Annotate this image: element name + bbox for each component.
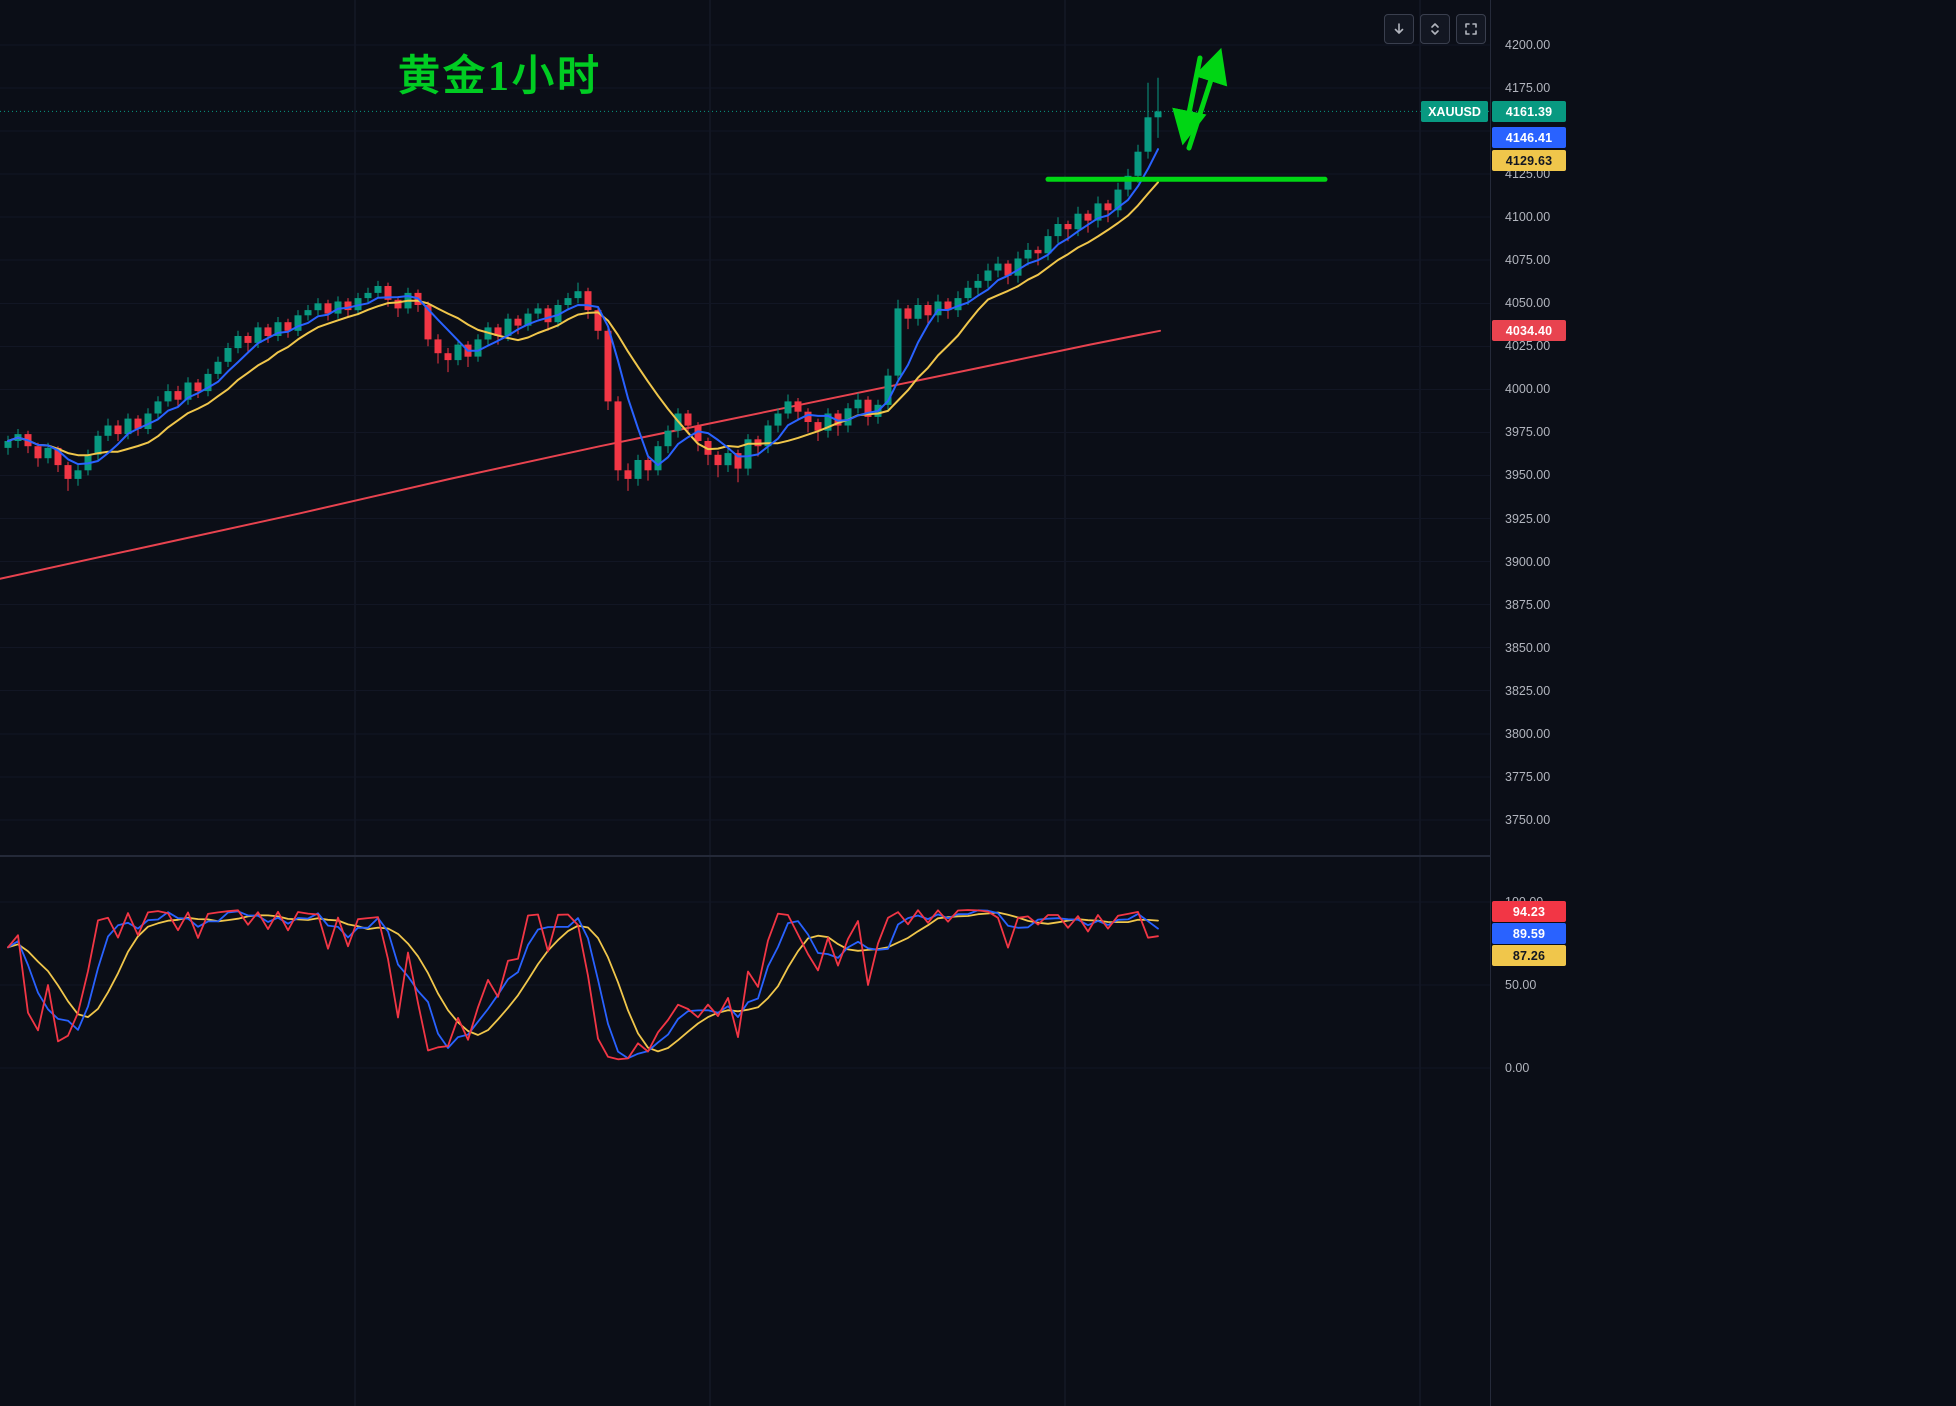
collapse-pane-button[interactable] xyxy=(1420,14,1450,44)
axis-tick-label: 4175.00 xyxy=(1505,81,1551,95)
axis-tick-label: 4200.00 xyxy=(1505,38,1551,52)
chart-title-annotation: 黄金1小时 xyxy=(398,54,603,100)
indicator-slow-value-badge: 87.26 xyxy=(1492,945,1566,966)
axis-tick-label: 3775.00 xyxy=(1505,770,1551,784)
indicator-mid-value-badge: 89.59 xyxy=(1492,923,1566,944)
axis-tick-label: 50.00 xyxy=(1505,978,1537,992)
double-arrow-vertical-icon xyxy=(1431,23,1439,35)
indicator-fast-value-badge: 94.23 xyxy=(1492,901,1566,922)
axis-tick-label: 3875.00 xyxy=(1505,598,1551,612)
ma-fast-value-badge: 4146.41 xyxy=(1492,127,1566,148)
axis-tick-label: 0.00 xyxy=(1505,1061,1530,1075)
price-axis[interactable]: 4200.00 4175.00 4125.00 4100.00 4075.00 4050.… xyxy=(1490,0,1956,1406)
last-price-badge: 4161.39 xyxy=(1492,101,1566,122)
axis-tick-label: 4100.00 xyxy=(1505,210,1551,224)
maximize-pane-button[interactable] xyxy=(1456,14,1486,44)
axis-tick-label: 3950.00 xyxy=(1505,468,1551,482)
fullscreen-icon xyxy=(1465,23,1477,35)
ma-mid-value-badge: 4129.63 xyxy=(1492,150,1566,171)
ma-slow-value-badge: 4034.40 xyxy=(1492,320,1566,341)
arrow-down-icon xyxy=(1394,23,1404,34)
axis-tick-label: 3850.00 xyxy=(1505,641,1551,655)
axis-tick-label: 4025.00 xyxy=(1505,339,1551,353)
symbol-badge: XAUUSD xyxy=(1421,101,1488,122)
axis-tick-label: 3900.00 xyxy=(1505,555,1551,569)
axis-tick-label: 3825.00 xyxy=(1505,684,1551,698)
main-price-chart[interactable] xyxy=(0,0,1490,856)
axis-tick-label: 3750.00 xyxy=(1505,813,1551,827)
oscillator-indicator-pane[interactable] xyxy=(0,856,1490,1406)
scroll-to-latest-button[interactable] xyxy=(1384,14,1414,44)
axis-tick-label: 4000.00 xyxy=(1505,382,1551,396)
pane-divider[interactable] xyxy=(0,855,1956,857)
axis-tick-label: 4050.00 xyxy=(1505,296,1551,310)
axis-tick-label: 4075.00 xyxy=(1505,253,1551,267)
axis-tick-label: 3800.00 xyxy=(1505,727,1551,741)
axis-tick-label: 3975.00 xyxy=(1505,425,1551,439)
axis-tick-label: 3925.00 xyxy=(1505,512,1551,526)
